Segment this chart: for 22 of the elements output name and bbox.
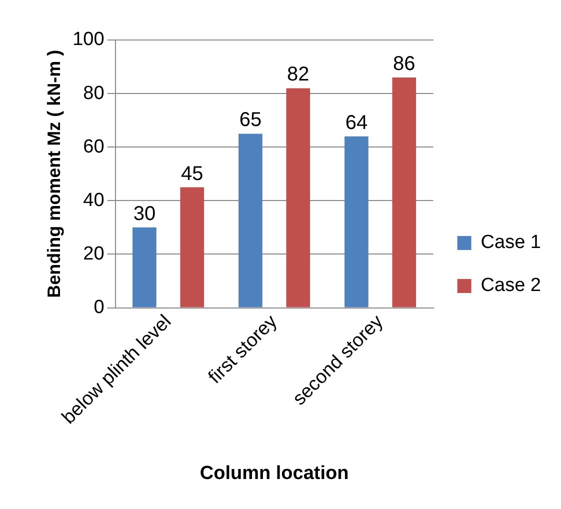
y-tick-label: 20 bbox=[83, 243, 104, 264]
bar bbox=[392, 77, 416, 308]
bar bbox=[286, 88, 310, 308]
data-label: 64 bbox=[345, 112, 368, 134]
bar bbox=[132, 227, 156, 308]
y-tick-label: 60 bbox=[83, 136, 104, 158]
data-label: 45 bbox=[181, 162, 204, 185]
y-tick-label: 100 bbox=[72, 29, 104, 50]
bar bbox=[180, 187, 204, 308]
x-axis-title: Column location bbox=[200, 462, 349, 484]
y-tick-label: 40 bbox=[83, 190, 104, 211]
bar bbox=[344, 136, 368, 308]
bar bbox=[238, 134, 262, 308]
legend-label: Case 2 bbox=[480, 275, 541, 296]
data-label: 65 bbox=[239, 109, 262, 132]
y-axis-title: Bending moment Mz ( kN-m ) bbox=[44, 50, 64, 298]
data-label: 86 bbox=[393, 53, 416, 75]
data-label: 30 bbox=[133, 202, 156, 225]
y-tick-label: 0 bbox=[94, 296, 104, 318]
y-tick-label: 80 bbox=[83, 82, 104, 104]
legend-label: Case 1 bbox=[480, 232, 541, 254]
data-label: 82 bbox=[287, 64, 310, 86]
